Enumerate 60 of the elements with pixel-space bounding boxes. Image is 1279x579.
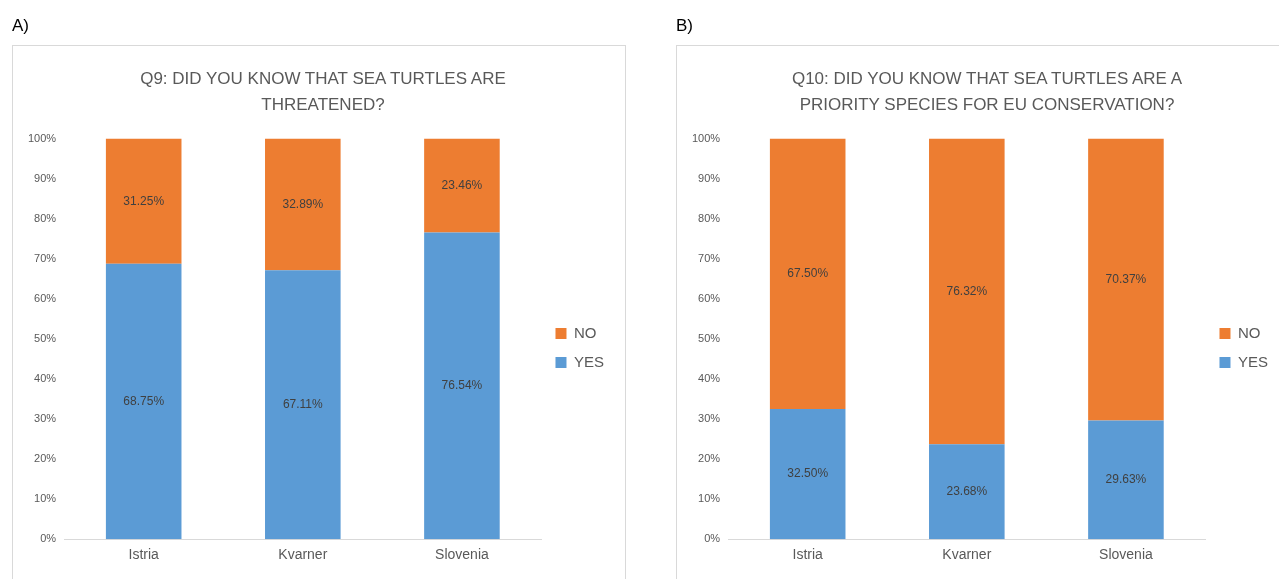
data-label: 32.50%: [787, 466, 829, 481]
data-label: 29.63%: [1105, 472, 1147, 487]
y-tick-label: 30%: [698, 412, 721, 425]
y-tick-label: 50%: [34, 331, 57, 344]
legend-label: YES: [1237, 352, 1268, 370]
data-label: 68.75%: [123, 393, 165, 408]
y-tick-label: 10%: [34, 492, 57, 505]
data-label: 23.68%: [946, 484, 988, 499]
data-label: 32.89%: [282, 196, 324, 211]
chart-title: Q10: DID YOU KNOW THAT SEA TURTLES ARE A PRIORITY SPECIES FOR EU CONSERVATION?: [790, 68, 1184, 116]
text: B): [676, 16, 693, 36]
bar: [265, 138, 341, 271]
text: A): [12, 16, 29, 36]
x-tick-label: Istria: [792, 546, 824, 563]
y-tick-label: 90%: [34, 171, 57, 184]
data-label: 76.54%: [441, 378, 483, 393]
y-tick-label: 90%: [698, 171, 721, 184]
y-tick-label: 40%: [698, 371, 721, 384]
y-tick-label: 70%: [698, 251, 721, 264]
y-tick-label: 0%: [40, 532, 57, 545]
legend-label: NO: [573, 323, 597, 341]
y-tick-label: 20%: [698, 452, 721, 465]
bar: [424, 138, 500, 233]
bar: [769, 409, 846, 540]
y-tick-label: 100%: [691, 131, 721, 144]
y-tick-label: 0%: [704, 532, 721, 545]
data-label: 67.50%: [787, 266, 829, 281]
y-tick-label: 60%: [34, 291, 57, 304]
bar: [105, 263, 182, 540]
bar: [105, 138, 182, 264]
data-label: 31.25%: [123, 193, 165, 208]
x-tick-label: Istria: [128, 546, 160, 563]
y-tick-label: 10%: [698, 492, 721, 505]
y-tick-label: 60%: [698, 291, 721, 304]
bar: [1088, 138, 1164, 421]
data-label: 70.37%: [1105, 271, 1147, 286]
y-tick-label: 20%: [34, 452, 57, 465]
data-label: 23.46%: [441, 177, 483, 192]
y-tick-label: 50%: [698, 331, 721, 344]
x-tick-label: Slovenia: [435, 546, 489, 563]
bar: [929, 138, 1005, 445]
data-label: 67.11%: [282, 397, 324, 412]
y-tick-label: 80%: [698, 211, 721, 224]
y-tick-label: 100%: [27, 131, 57, 144]
x-tick-label: Kvarner: [278, 546, 328, 563]
y-tick-label: 80%: [34, 211, 57, 224]
y-tick-label: 40%: [34, 371, 57, 384]
bar: [424, 232, 500, 540]
bar: [929, 444, 1005, 540]
x-tick-label: Slovenia: [1099, 546, 1153, 563]
chart-title: Q9: DID YOU KNOW THAT SEA TURTLES ARE THREATENED?: [139, 68, 507, 116]
x-tick-label: Kvarner: [942, 546, 992, 563]
bar: [769, 138, 846, 410]
bar: [265, 270, 341, 540]
bar: [1088, 420, 1164, 540]
y-tick-label: 30%: [34, 412, 57, 425]
y-tick-label: 70%: [34, 251, 57, 264]
legend-label: NO: [1237, 323, 1261, 341]
data-label: 76.32%: [946, 283, 988, 298]
legend-label: YES: [573, 352, 604, 370]
